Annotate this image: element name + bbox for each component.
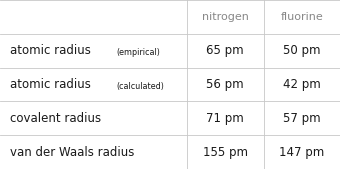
Text: 50 pm: 50 pm	[283, 44, 321, 57]
Text: fluorine: fluorine	[280, 12, 323, 22]
Text: atomic radius: atomic radius	[10, 78, 91, 91]
Text: 147 pm: 147 pm	[279, 146, 324, 159]
Text: (calculated): (calculated)	[116, 82, 164, 91]
Text: atomic radius: atomic radius	[10, 44, 91, 57]
Text: (empirical): (empirical)	[116, 48, 160, 57]
Text: 65 pm: 65 pm	[206, 44, 244, 57]
Text: 71 pm: 71 pm	[206, 112, 244, 125]
Text: covalent radius: covalent radius	[10, 112, 101, 125]
Text: 56 pm: 56 pm	[206, 78, 244, 91]
Text: 42 pm: 42 pm	[283, 78, 321, 91]
Text: van der Waals radius: van der Waals radius	[10, 146, 135, 159]
Text: nitrogen: nitrogen	[202, 12, 249, 22]
Text: 57 pm: 57 pm	[283, 112, 321, 125]
Text: 155 pm: 155 pm	[203, 146, 248, 159]
